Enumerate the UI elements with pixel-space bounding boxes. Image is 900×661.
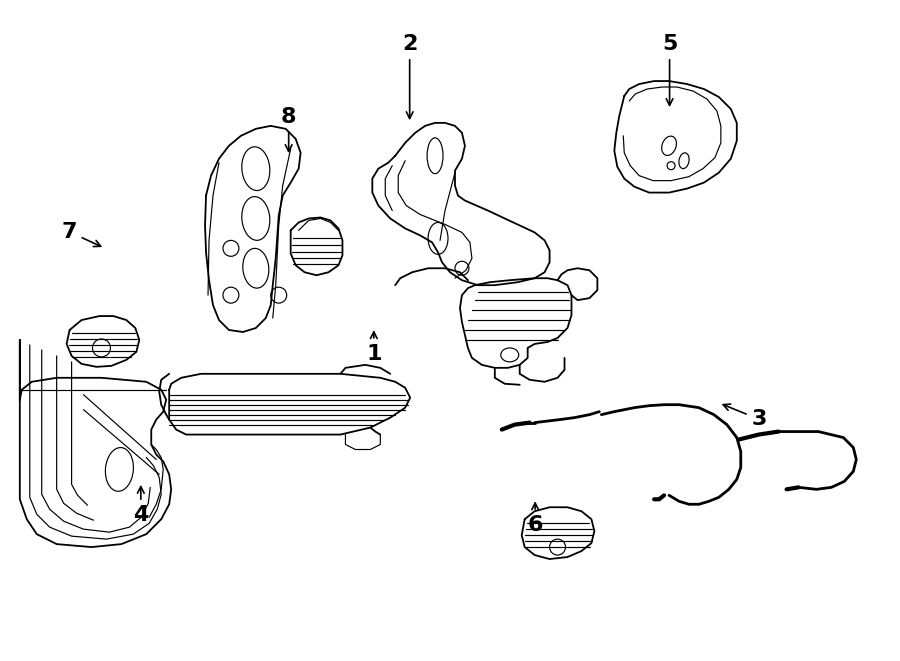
Text: 5: 5 <box>662 34 678 105</box>
Text: 2: 2 <box>402 34 418 118</box>
Text: 6: 6 <box>527 503 543 535</box>
Text: 4: 4 <box>133 486 148 525</box>
Text: 8: 8 <box>281 106 296 151</box>
Text: 7: 7 <box>61 222 101 247</box>
Text: 3: 3 <box>724 404 767 430</box>
Text: 1: 1 <box>366 332 382 364</box>
